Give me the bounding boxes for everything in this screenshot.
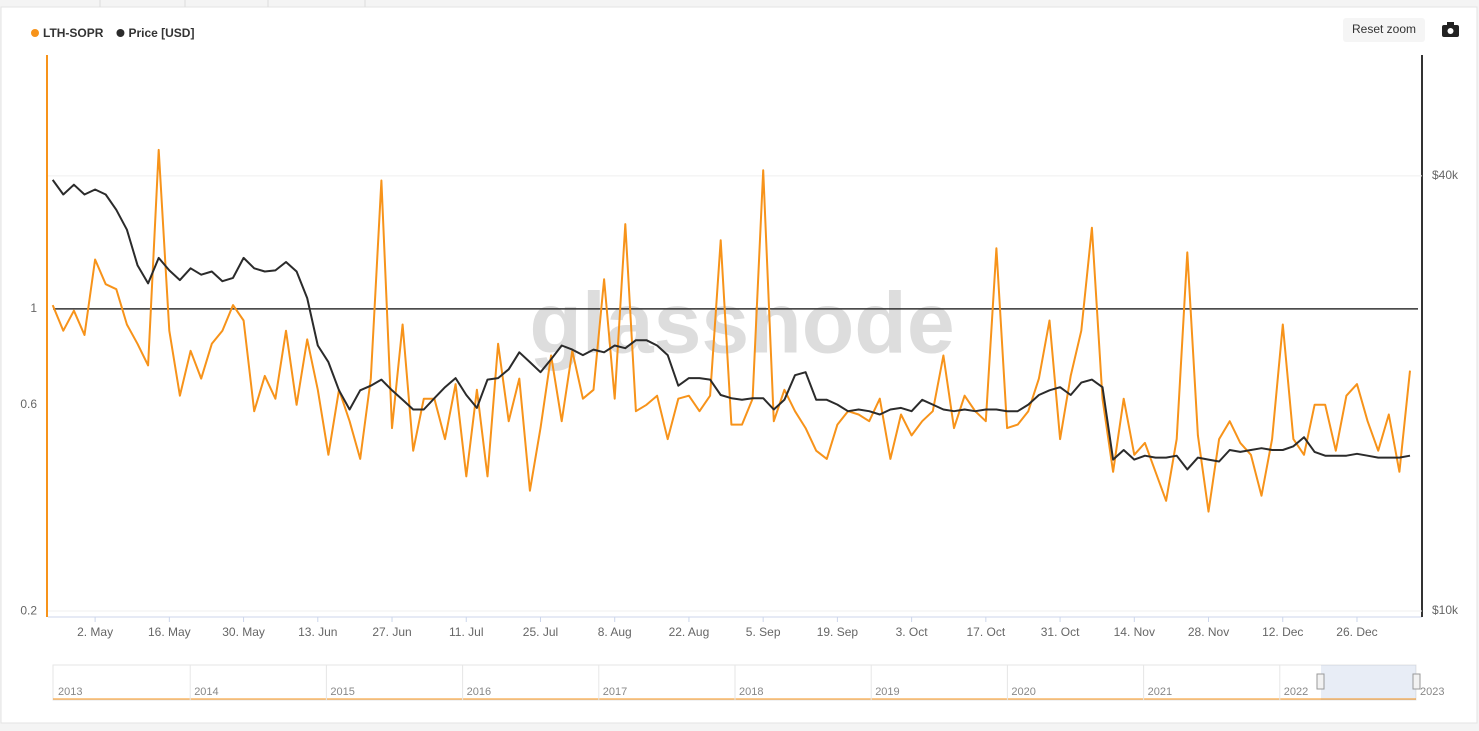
navigator-year: 2018 (739, 686, 763, 698)
x-tick-label: 16. May (148, 625, 191, 639)
navigator-year: 2014 (194, 686, 218, 698)
navigator-year: 2016 (467, 686, 491, 698)
camera-icon[interactable] (1442, 22, 1459, 37)
navigator-year: 2013 (58, 686, 82, 698)
y-tick-label: 1 (30, 301, 37, 315)
series-line (51, 148, 1411, 513)
navigator-year: 2019 (875, 686, 899, 698)
x-tick-label: 26. Dec (1336, 625, 1377, 639)
watermark: glassnode (529, 276, 954, 372)
series-line (51, 179, 1411, 471)
navigator-year: 2020 (1011, 686, 1035, 698)
x-tick-label: 28. Nov (1188, 625, 1229, 639)
x-tick-label: 12. Dec (1262, 625, 1303, 639)
navigator-year: 2017 (603, 686, 627, 698)
x-tick-label: 14. Nov (1114, 625, 1155, 639)
legend-label[interactable]: LTH-SOPR (43, 26, 104, 40)
camera-top[interactable] (1447, 22, 1454, 26)
y2-tick-label: $10k (1432, 603, 1459, 617)
x-tick-label: 8. Aug (598, 625, 632, 639)
x-tick-label: 3. Oct (896, 625, 929, 639)
camera-lens[interactable] (1447, 28, 1454, 34)
reset-zoom-label[interactable]: Reset zoom (1352, 22, 1416, 36)
y-tick-label: 0.2 (20, 603, 37, 617)
x-tick-label: 13. Jun (298, 625, 337, 639)
navigator-year: 2015 (330, 686, 354, 698)
navigator-year: 2022 (1284, 686, 1308, 698)
legend-label[interactable]: Price [USD] (128, 26, 194, 40)
navigator-selection[interactable] (1321, 665, 1416, 700)
x-tick-label: 25. Jul (523, 625, 558, 639)
x-tick-label: 31. Oct (1041, 625, 1080, 639)
y2-tick-label: $40k (1432, 168, 1459, 182)
legend-marker (31, 29, 39, 37)
x-tick-label: 27. Jun (372, 625, 411, 639)
x-tick-label: 22. Aug (669, 625, 710, 639)
y-tick-label: 0.6 (20, 397, 37, 411)
x-tick-label: 17. Oct (967, 625, 1006, 639)
x-tick-label: 5. Sep (746, 625, 781, 639)
navigator-handle[interactable] (1316, 673, 1325, 690)
navigator-year: 2021 (1148, 686, 1172, 698)
x-tick-label: 19. Sep (817, 625, 859, 639)
legend-marker (116, 29, 125, 37)
x-tick-label: 2. May (77, 625, 113, 639)
navigator-year: 2023 (1420, 686, 1444, 698)
reset-zoom-button[interactable] (1343, 18, 1425, 42)
x-tick-label: 11. Jul (449, 625, 483, 639)
panel (0, 6, 1478, 724)
navigator-handle[interactable] (1412, 673, 1421, 690)
x-tick-label: 30. May (222, 625, 265, 639)
